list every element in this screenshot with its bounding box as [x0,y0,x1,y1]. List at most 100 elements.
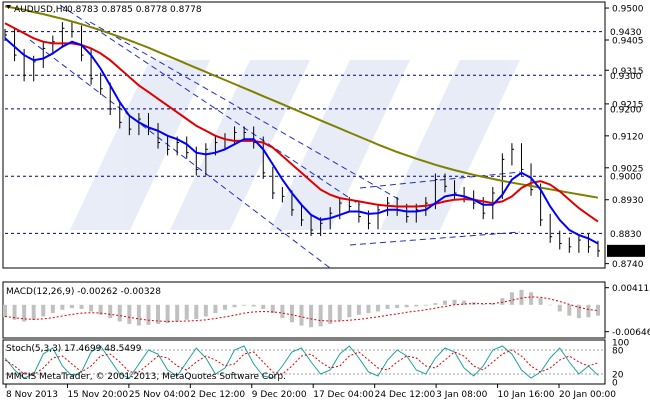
ma-slow-line [4,5,599,199]
dropdown-triangle-icon[interactable] [6,5,11,9]
x-tick-label: 24 Dec 12:00 [375,390,436,400]
x-tick-label: 8 Nov 2013 [6,390,58,400]
macd-bar [31,304,36,320]
ohlc-label: 0.8783 0.8785 0.8778 0.8778 [67,5,202,15]
x-tick-label: 20 Jan 00:00 [559,390,616,400]
macd-bar [60,304,65,310]
macd-bar [576,304,581,319]
level-label: 0.9200 [610,105,642,115]
macd-bar [261,304,266,309]
ma-mid-line [4,22,599,223]
macd-bar [385,304,390,309]
stoch-y-tick-label: 80 [612,347,624,357]
macd-bar [289,304,294,323]
ma-fast-line [4,37,599,245]
macd-bar [548,304,553,306]
y-tick-label: 0.9315 [612,67,644,77]
watermark-stripe [270,60,410,230]
macd-bar [146,304,151,325]
x-tick-label: 2 Dec 12:00 [190,390,245,400]
watermark-stripe [380,60,520,230]
stoch-main-line [4,345,599,379]
channel-line [359,171,521,189]
macd-bar [481,303,486,305]
last-price-bg [607,244,645,257]
macd-bar [136,304,141,326]
macd-bar [108,304,113,319]
symbol-label: AUDUSD,H4 [14,5,69,15]
macd-bar [203,304,208,317]
macd-bar [347,304,352,318]
level-label-bg [607,170,647,183]
macd-bar [213,304,218,314]
x-tick-label: 25 Nov 04:00 [129,390,190,400]
macd-bar [194,304,199,319]
channel-line [349,231,521,246]
macd-bar [156,304,161,324]
macd-bar [423,304,428,306]
macd-bar [567,304,572,316]
macd-bar [490,303,495,305]
macd-bar [529,292,534,305]
macd-bar [596,304,600,316]
copyright-text: MMCIS MetaTrader, © 2001-2013, MetaQuote… [6,372,286,382]
macd-bar [452,299,457,305]
channel-line [59,4,361,206]
macd-bar [538,298,543,305]
macd-bar [251,304,256,307]
y-tick-label: 0.9025 [612,164,644,174]
macd-bar [337,304,342,321]
macd-bar [318,304,323,327]
x-tick-label: 15 Nov 20:00 [67,390,128,400]
macd-bar [79,304,84,309]
level-label: 0.9000 [610,173,642,183]
macd-bar [232,304,237,308]
level-label-bg [607,227,647,240]
stoch-signal-line [4,349,599,376]
macd-bar [299,304,304,326]
macd-bar [50,304,55,314]
level-label: 0.8830 [610,230,642,240]
watermark-stripe [170,60,310,230]
channel-line [29,39,331,269]
price-panel-frame [2,1,606,269]
x-tick-label: 10 Jan 16:00 [498,390,555,400]
macd-bar [433,303,438,305]
y-tick-label: 0.9500 [612,5,644,15]
y-tick-label: 0.9405 [612,36,644,46]
macd-bar [127,304,132,324]
macd-bar [12,304,17,320]
macd-bar [69,304,74,309]
stoch-y-tick-label: 0 [612,379,618,389]
macd-bar [117,304,122,322]
axis-labels: 0.9430 0.9300 0.9200 0.9000 0.8830 0.9500 0.94… [5,5,650,400]
watermark-stripe [70,60,210,230]
macd-bar [3,304,7,318]
macd-bar [519,289,524,305]
macd-bar [366,304,371,314]
level-label: 0.9300 [610,72,642,82]
macd-title: MACD(12,26,9) -0.00262 -0.00328 [6,287,161,297]
y-tick-label: 0.9215 [612,100,644,110]
mmcis-watermark [70,60,520,230]
macd-plot [3,289,600,328]
stoch-title: Stoch(5,3,3) 17.4699 48.5499 [6,344,142,354]
macd-bar [500,298,505,305]
level-label-bg [607,69,647,82]
stoch-y-tick-label: 20 [612,371,624,381]
macd-bar [462,300,467,305]
x-tick-label: 9 Dec 20:00 [252,390,307,400]
level-label: 0.9430 [610,28,642,38]
macd-bar [270,304,275,314]
stoch-plot [4,345,605,379]
macd-bar [328,304,333,324]
macd-bar [395,304,400,309]
macd-bar [98,304,103,315]
macd-bar [175,304,180,322]
macd-bar [165,304,170,324]
y-tick-label: 0.8930 [612,196,644,206]
price-plot [4,4,605,269]
y-tick-label: 0.9120 [612,132,644,142]
macd-bar [222,304,227,310]
